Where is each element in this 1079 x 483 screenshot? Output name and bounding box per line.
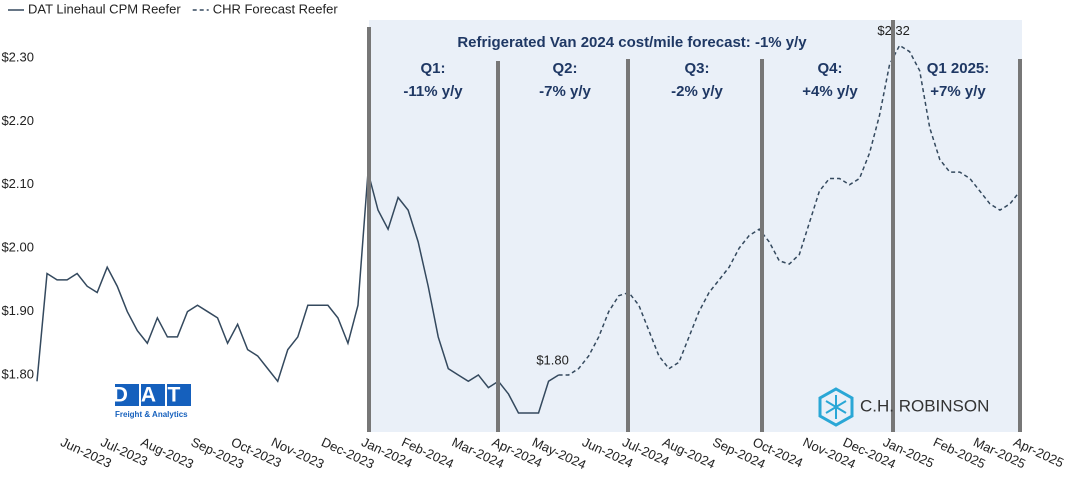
annotation: -7% y/y — [539, 83, 591, 100]
legend-label: CHR Forecast Reefer — [213, 1, 339, 16]
y-tick-label: $2.00 — [1, 240, 34, 255]
dat-logo-text: DAT — [113, 384, 194, 407]
chart-title: Refrigerated Van 2024 cost/mile forecast… — [457, 34, 807, 51]
logo-block — [167, 384, 191, 406]
forecast-band — [369, 20, 1022, 432]
logo-block — [141, 384, 165, 406]
annotation: -11% y/y — [403, 83, 463, 100]
annotation: +7% y/y — [930, 83, 986, 100]
dat-logo: DAT Freight & Analytics — [113, 384, 194, 419]
annotation: +4% y/y — [802, 83, 858, 100]
data-label: $1.80 — [536, 352, 569, 367]
annotation: Q3: — [684, 60, 709, 77]
annotation: -2% y/y — [671, 83, 723, 100]
series-layer: $1.80$2.32 — [36, 23, 1021, 414]
chr-logo: C.H. ROBINSON — [818, 387, 989, 427]
y-tick-label: $1.90 — [1, 303, 34, 318]
chr-logo-icon — [818, 387, 854, 427]
series-line — [36, 171, 559, 414]
y-tick-label: $2.30 — [1, 49, 34, 64]
y-tick-label: $1.80 — [1, 366, 34, 381]
dat-logo-subtitle: Freight & Analytics — [115, 410, 188, 419]
chr-logo-text: C.H. ROBINSON — [860, 396, 989, 415]
annotation: Q1 2025: — [927, 60, 990, 77]
y-tick-label: $2.10 — [1, 176, 34, 191]
legend-label: DAT Linehaul CPM Reefer — [28, 1, 181, 16]
logo-block — [115, 384, 139, 406]
annotation: Q2: — [552, 60, 577, 77]
series-line — [558, 44, 1021, 376]
annotation: Q4: — [817, 60, 842, 77]
y-tick-label: $2.20 — [1, 113, 34, 128]
annotation: Q1: — [420, 60, 445, 77]
chr-logo-icon — [825, 395, 847, 419]
